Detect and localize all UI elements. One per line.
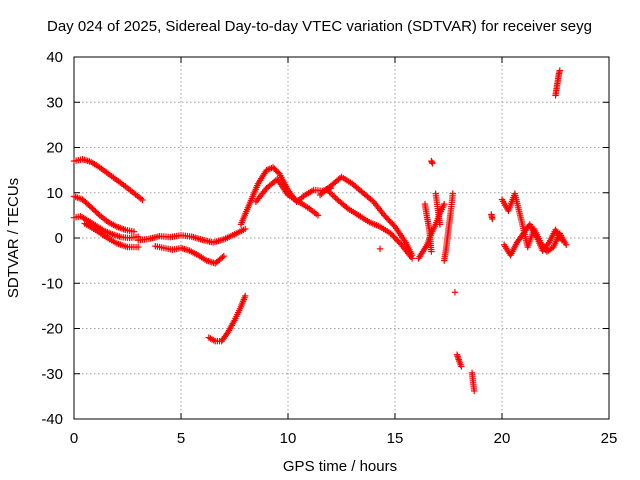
data-point: [558, 237, 566, 244]
data-point: [441, 200, 448, 208]
series-track-23: [500, 221, 566, 259]
series-track-5: [135, 225, 249, 246]
y-tick-label: -10: [41, 275, 63, 292]
data-point: [130, 228, 138, 235]
y-tick-label: 40: [46, 49, 63, 66]
x-axis-label: GPS time / hours: [283, 458, 397, 475]
data-point: [242, 292, 249, 300]
y-tick-label: 30: [46, 94, 63, 111]
series-track-21: [488, 211, 496, 223]
data-point: [324, 187, 332, 194]
series-track-3: [70, 213, 142, 242]
y-tick-label: 20: [46, 140, 63, 157]
series-track-20: [468, 369, 478, 395]
series-track-18: [451, 289, 459, 296]
data-point: [489, 215, 496, 223]
y-tick-label: -30: [41, 366, 63, 383]
data-point: [436, 221, 444, 228]
x-tick-label: 5: [177, 430, 185, 447]
data-point: [326, 188, 333, 196]
series-track-7: [205, 292, 249, 345]
data-point: [314, 212, 322, 219]
data-point: [329, 191, 336, 199]
data-point: [330, 193, 338, 200]
series-track-9: [252, 175, 322, 219]
y-tick-label: -20: [41, 321, 63, 338]
y-tick-label: 10: [46, 185, 63, 202]
y-axis-label: SDTVAR / TECUs: [5, 178, 22, 298]
data-point: [323, 185, 330, 193]
data-point: [428, 248, 435, 255]
data-point: [327, 190, 335, 197]
series-track-16: [432, 190, 444, 228]
data-point: [458, 363, 465, 370]
data-point: [242, 225, 249, 233]
data-point: [408, 255, 416, 262]
x-tick-label: 15: [387, 430, 404, 447]
data-point: [368, 197, 376, 204]
series-track-1: [70, 156, 146, 204]
series-track-24: [552, 67, 563, 99]
series-track-6: [152, 242, 227, 267]
data-point: [219, 254, 226, 261]
series-track-15: [428, 157, 436, 167]
chart-title: Day 024 of 2025, Sidereal Day-to-day VTE…: [47, 18, 592, 35]
data-point: [135, 243, 142, 251]
data-point: [449, 190, 456, 197]
series-track-14: [421, 200, 435, 255]
data-point: [451, 289, 459, 296]
axis-ticks: 0 5 10 15 20 25 40 30 20 10 0 -10 -20 -30 -40: [41, 49, 617, 447]
series-track-4: [81, 220, 142, 251]
series-track-17: [441, 190, 456, 264]
data-point: [376, 245, 384, 253]
data-point: [563, 241, 570, 248]
data-point: [343, 204, 350, 211]
x-tick-label: 25: [601, 430, 618, 447]
series-track-12: [376, 245, 384, 253]
series-track-22: [498, 190, 570, 255]
x-tick-label: 20: [494, 430, 511, 447]
data-point: [220, 252, 227, 260]
series-track-19: [453, 351, 465, 370]
series-track-2: [70, 193, 138, 235]
grid-lines: [74, 57, 609, 419]
data-point: [332, 194, 339, 202]
y-tick-label: 0: [55, 230, 63, 247]
series-track-11: [323, 185, 416, 262]
x-tick-label: 10: [280, 430, 297, 447]
data-point: [470, 387, 478, 395]
data-point: [139, 196, 146, 204]
data-point: [429, 160, 436, 167]
x-tick-label: 0: [70, 430, 78, 447]
data-point: [556, 67, 563, 74]
data-marks: [70, 67, 570, 395]
y-tick-label: -40: [41, 411, 63, 428]
